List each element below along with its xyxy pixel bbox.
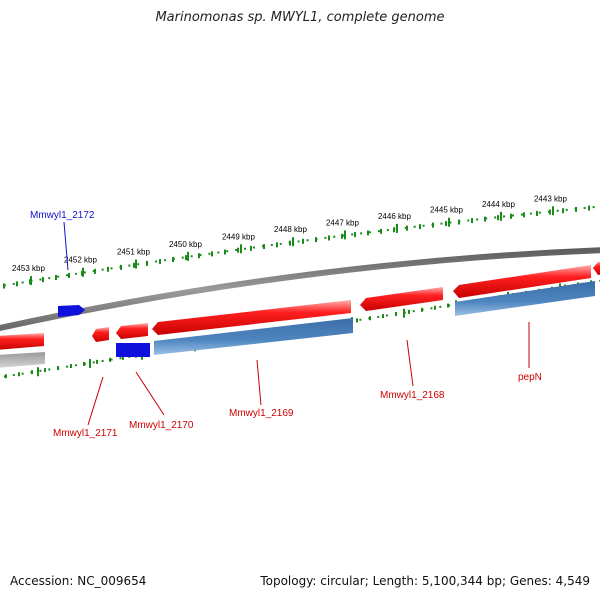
reverse-cds (0, 281, 595, 368)
gene-label-mmwyl1-2171[interactable]: Mmwyl1_2171 (53, 428, 118, 439)
orf-features (58, 305, 150, 357)
gene-arrow-mmwyl1-2169[interactable] (152, 300, 351, 335)
forward-genes (0, 261, 600, 350)
scale-tick-label: 2445 kbp (430, 206, 463, 215)
genome-summary: Topology: circular; Length: 5,100,344 bp… (260, 574, 590, 588)
scale-tick-label: 2443 kbp (534, 194, 567, 203)
gene-arrow-mmwyl1-2171[interactable] (92, 327, 109, 342)
scale-tick-label: 2451 kbp (117, 248, 150, 257)
cds-mmwyl1-2169[interactable] (154, 318, 353, 355)
accession-value: NC_009654 (77, 574, 147, 588)
scale-tick-label: 2444 kbp (482, 200, 515, 209)
orf-mmwyl1-2170[interactable] (116, 343, 150, 357)
gene-label-mmwyl1-2168[interactable]: Mmwyl1_2168 (380, 390, 445, 401)
gene-arrow-mmwyl1-2170[interactable] (116, 323, 148, 339)
scale-ruler: 2453 kbp 2452 kbp 2451 kbp 2450 kbp 2449 kbp… (0, 194, 600, 289)
gene-label-mmwyl1-2170[interactable]: Mmwyl1_2170 (129, 420, 194, 431)
scale-tick-label: 2450 kbp (169, 240, 202, 249)
gene-arrow-mmwyl1-2168[interactable] (360, 287, 443, 311)
gene-arrow-pepn[interactable] (453, 265, 591, 298)
topology-label: Topology: (260, 574, 317, 588)
map-title: Marinomonas sp. MWYL1, complete genome (155, 10, 445, 25)
genes-label: Genes: (509, 574, 552, 588)
cds-left-partial[interactable] (0, 352, 45, 368)
leader-lines (63, 221, 530, 426)
genes-value: 4,549 (555, 574, 590, 588)
cds-pepn[interactable] (455, 281, 595, 316)
topology-value: circular (320, 574, 365, 588)
scale-tick-label: 2446 kbp (378, 212, 411, 221)
length-value: 5,100,344 bp (421, 574, 502, 588)
scale-tick-label: 2449 kbp (222, 232, 255, 241)
accession-label: Accession: (10, 574, 74, 588)
length-label: Length: (372, 574, 419, 588)
orf-mmwyl1-2172[interactable] (58, 305, 85, 317)
scale-tick-label: 2447 kbp (326, 218, 359, 227)
scale-tick-label: 2448 kbp (274, 225, 307, 234)
gene-label-pepn[interactable]: pepN (518, 372, 542, 383)
gene-label-mmwyl1-2172[interactable]: Mmwyl1_2172 (30, 210, 95, 221)
scale-tick-label: 2453 kbp (12, 264, 45, 273)
scale-tick-label: 2452 kbp (64, 256, 97, 265)
gene-label-mmwyl1-2169[interactable]: Mmwyl1_2169 (229, 408, 294, 419)
gene-arrow-left-partial[interactable] (0, 333, 44, 350)
gene-arrow-right-partial[interactable] (593, 261, 600, 275)
accession-info: Accession: NC_009654 (10, 574, 146, 588)
